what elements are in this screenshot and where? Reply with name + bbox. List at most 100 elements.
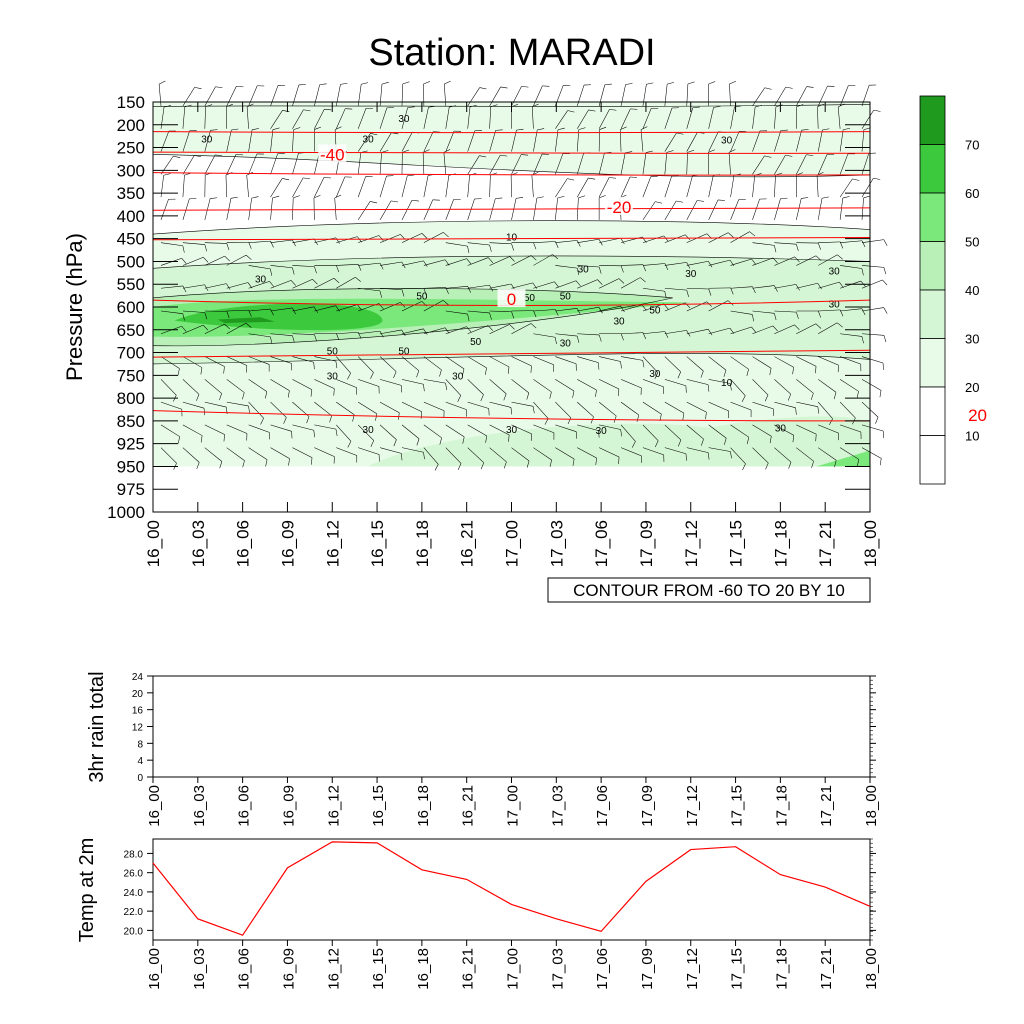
barb-flag [313,362,315,370]
barb-flag [588,109,596,112]
contour-info: CONTOUR FROM -60 TO 20 BY 10 [573,581,845,600]
wind-barb [728,149,736,175]
rh-contour-label: 10 [506,232,518,243]
panel-x-tick-label: 17_12 [684,948,701,990]
barb-shaft [774,87,786,107]
barb-shaft [642,201,656,221]
wind-barb [619,126,627,152]
barb-flag [444,327,450,334]
barb-shaft [182,175,185,198]
wind-barb [314,108,332,129]
y-tick-label: 600 [117,298,145,317]
barb-flag [381,150,389,153]
wind-barb [774,356,794,375]
barb-shaft [555,280,577,289]
y-tick-label: 550 [117,275,145,294]
wind-barb [358,379,380,394]
wind-barb [270,307,296,315]
barb-flag [293,195,300,199]
barb-flag [219,393,222,401]
y-tick-label: 1000 [107,503,145,522]
temp-ylabel: Temp at 2m [76,838,98,942]
barb-shaft [401,175,408,198]
wind-barb [226,401,250,413]
wind-barb [577,279,603,289]
barb-flag [598,362,600,370]
barb-flag [521,86,529,88]
wind-barb [730,286,756,294]
barb-flag [727,300,734,306]
wind-barb [270,447,290,466]
barb-shaft [379,152,382,175]
wind-barb [620,108,638,129]
barb-flag [311,457,313,465]
barb-shaft [182,284,205,289]
barb-flag [815,323,822,329]
wind-barb [401,149,410,175]
barb-flag [741,395,746,403]
wind-barb [445,401,467,417]
barb-flag [530,255,537,261]
barb-shaft [489,424,510,436]
wind-barb [642,447,665,462]
wind-barb [577,333,602,342]
wind-barb [576,177,596,198]
barb-shaft [730,424,749,438]
barb-shaft [599,356,621,362]
barb-shaft [226,322,247,335]
panel-x-tick-label: 16_06 [236,785,253,827]
wind-barb [599,237,625,245]
barb-shaft [182,155,195,175]
barb-shaft [358,262,381,266]
barb-shaft [379,234,401,243]
barb-shaft [467,257,489,266]
barb-shaft [664,447,687,454]
barb-shaft [664,176,672,198]
barb-flag [677,371,681,379]
wind-barb [379,175,394,198]
barb-flag [755,105,763,108]
barb-shaft [533,333,556,338]
wind-barb [531,103,539,129]
panel-x-tick-label: 18_00 [863,785,880,827]
rain-frame [152,675,871,778]
wind-barb [334,194,342,220]
barb-shaft [730,447,746,464]
wind-barb [335,176,352,198]
wind-barb [467,104,477,129]
barb-flag [242,460,245,468]
barb-shaft [818,356,839,366]
wind-barb [380,329,406,337]
rh-contour-label: 30 [721,136,733,147]
barb-shaft [621,264,644,266]
barb-shaft [796,447,814,462]
wind-barb [730,131,747,152]
panel-y-tick-label: 22.0 [124,907,144,918]
barb-shaft [314,447,335,457]
barb-shaft [401,132,413,152]
barb-flag [219,461,223,469]
wind-barb [818,356,839,373]
panel-x-tick-label: 16_21 [460,785,477,827]
barb-flag [811,461,814,468]
barb-flag [717,199,725,201]
barb-shaft [839,379,859,392]
barb-flag [785,155,793,157]
barb-flag [370,440,374,447]
wind-barb [204,242,230,251]
barb-flag [158,80,166,85]
barb-flag [357,332,362,339]
y-tick-label: 700 [117,344,145,363]
barb-shaft [730,310,753,315]
barb-shaft [379,175,387,198]
barb-shaft [445,401,467,410]
wind-barb [358,262,384,270]
wind-barb [511,255,537,266]
barb-flag [347,373,351,380]
barb-shaft [839,447,859,460]
barb-shaft [861,379,882,391]
barb-shaft [817,106,819,129]
barb-shaft [861,307,884,312]
barb-shaft [796,401,818,407]
barb-flag [194,155,202,157]
